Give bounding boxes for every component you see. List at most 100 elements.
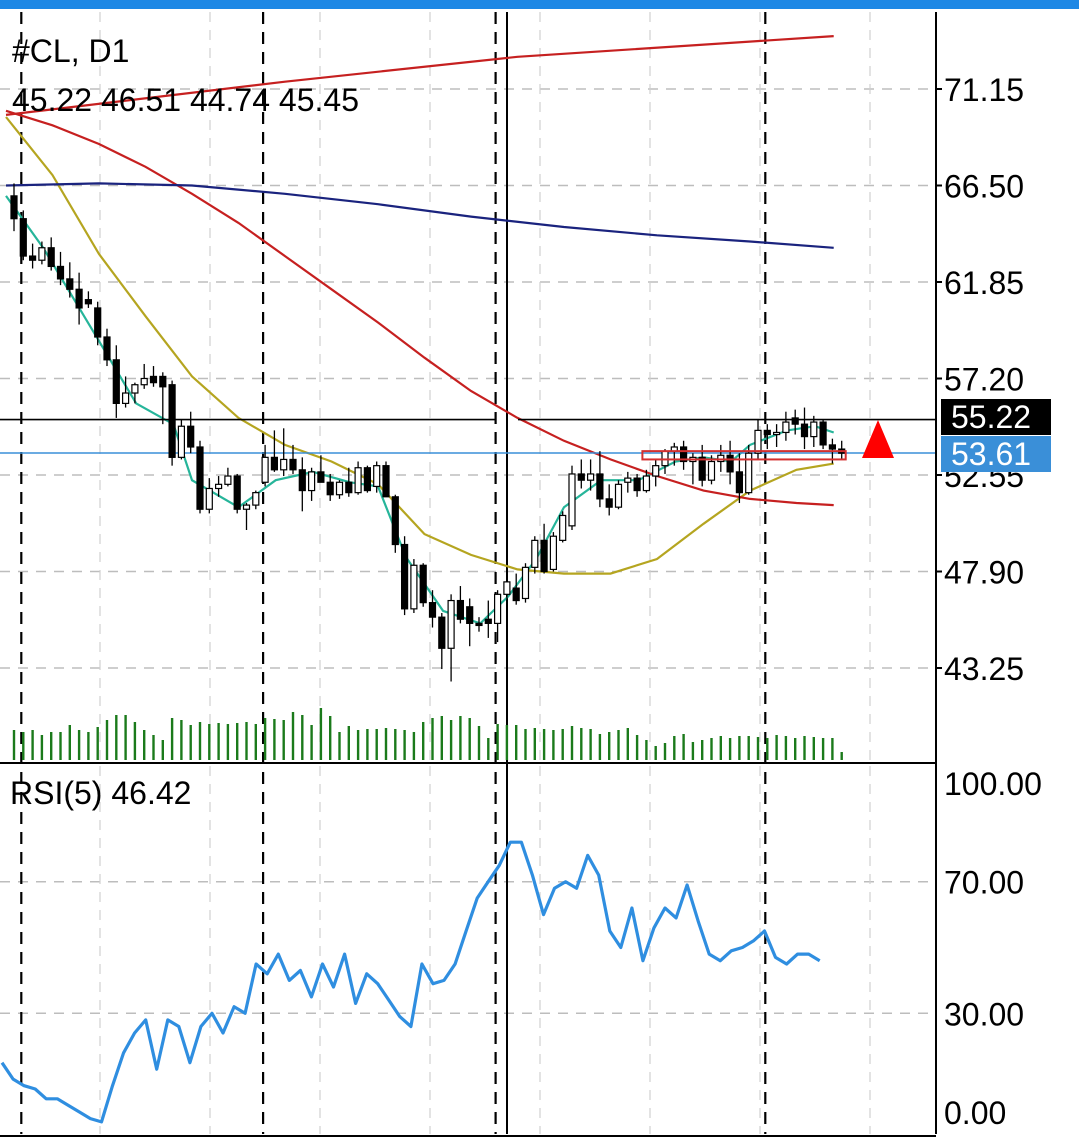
candle-body: [47, 247, 55, 268]
candle-body: [66, 278, 74, 290]
candle-body: [438, 616, 446, 649]
candle-body: [559, 514, 567, 541]
candle: [196, 440, 204, 514]
candle: [75, 272, 83, 325]
candle: [317, 455, 325, 483]
candle-body: [233, 475, 241, 510]
red-up-triangle-icon: [862, 420, 894, 458]
candle-body: [810, 421, 818, 438]
candle: [419, 563, 427, 607]
candle-body: [224, 475, 232, 485]
candle: [382, 461, 390, 498]
candle-body: [624, 477, 632, 483]
candle: [298, 457, 306, 512]
candle-body: [521, 566, 530, 600]
candle: [745, 444, 753, 495]
candle-body: [382, 465, 390, 498]
candle: [428, 590, 437, 628]
candle: [726, 440, 734, 485]
candle-body: [19, 218, 27, 257]
candle-body: [410, 564, 418, 610]
signal-zone-box: [641, 450, 847, 461]
candle: [596, 451, 604, 508]
candle-body: [484, 618, 492, 624]
price-axis-label: 43.25: [944, 651, 1024, 687]
candle: [140, 363, 148, 389]
candle-body: [494, 593, 502, 624]
candle: [754, 420, 762, 460]
candle-body: [308, 471, 316, 492]
candle: [661, 449, 669, 474]
candle-body: [38, 247, 46, 261]
candle: [503, 569, 511, 607]
candle-body: [354, 467, 362, 494]
candle-body: [707, 460, 716, 481]
candle: [494, 590, 502, 643]
candle-body: [577, 473, 585, 481]
candle-body: [531, 539, 539, 568]
top-accent-bar: [0, 0, 1079, 9]
candle-body: [419, 564, 427, 604]
rsi-axis-label: 70.00: [944, 865, 1024, 901]
moving-averages: [5, 35, 835, 625]
candle: [335, 480, 344, 499]
candle: [289, 444, 297, 474]
candle: [438, 613, 446, 670]
candle-body: [326, 481, 334, 496]
rsi-axis-label: 30.00: [944, 996, 1024, 1032]
candle-body: [215, 483, 223, 490]
candle: [363, 465, 371, 493]
candle-body: [187, 425, 195, 448]
candle-body: [131, 384, 139, 394]
candle: [521, 563, 530, 603]
candle-body: [140, 377, 148, 386]
candle-body: [94, 307, 102, 338]
candle-body: [726, 454, 734, 473]
candle-body: [428, 602, 437, 618]
candle-body: [819, 421, 827, 446]
moving-average-line: [5, 35, 834, 116]
candle: [624, 471, 632, 493]
candle-body: [84, 299, 93, 305]
candle: [577, 459, 585, 489]
candle-body: [149, 375, 158, 384]
candle: [168, 380, 176, 466]
candle-body: [782, 421, 790, 434]
candle-body: [661, 450, 669, 467]
candle-body: [363, 467, 371, 492]
candle: [717, 444, 725, 472]
candle: [261, 444, 269, 487]
candle-body: [503, 581, 511, 595]
candle: [345, 467, 353, 497]
candle: [540, 523, 548, 574]
candle-body: [103, 336, 111, 361]
candle: [447, 594, 455, 682]
candle: [810, 415, 818, 447]
candle-body: [754, 429, 762, 454]
candle: [475, 617, 483, 632]
signal-zone: [641, 450, 847, 461]
candle: [679, 440, 688, 470]
candle-body: [196, 446, 204, 510]
candle-body: [791, 417, 799, 425]
candle: [391, 494, 399, 553]
candle: [103, 328, 111, 367]
candle-body: [298, 469, 306, 492]
vertical-separators: [20, 12, 767, 1134]
candle: [373, 461, 381, 493]
candle: [642, 469, 651, 493]
candle-body: [456, 599, 464, 620]
candle-body: [652, 465, 660, 477]
candle-body: [280, 458, 288, 471]
candle-body: [800, 423, 809, 438]
candle-body: [549, 535, 558, 571]
candle: [66, 262, 74, 298]
last-price-tag: 55.22: [941, 399, 1051, 435]
candle-body: [373, 465, 381, 488]
candle-body: [475, 622, 483, 627]
candle: [689, 453, 697, 485]
candlesticks: [10, 183, 846, 682]
candle-body: [605, 498, 613, 508]
candle: [29, 243, 37, 269]
